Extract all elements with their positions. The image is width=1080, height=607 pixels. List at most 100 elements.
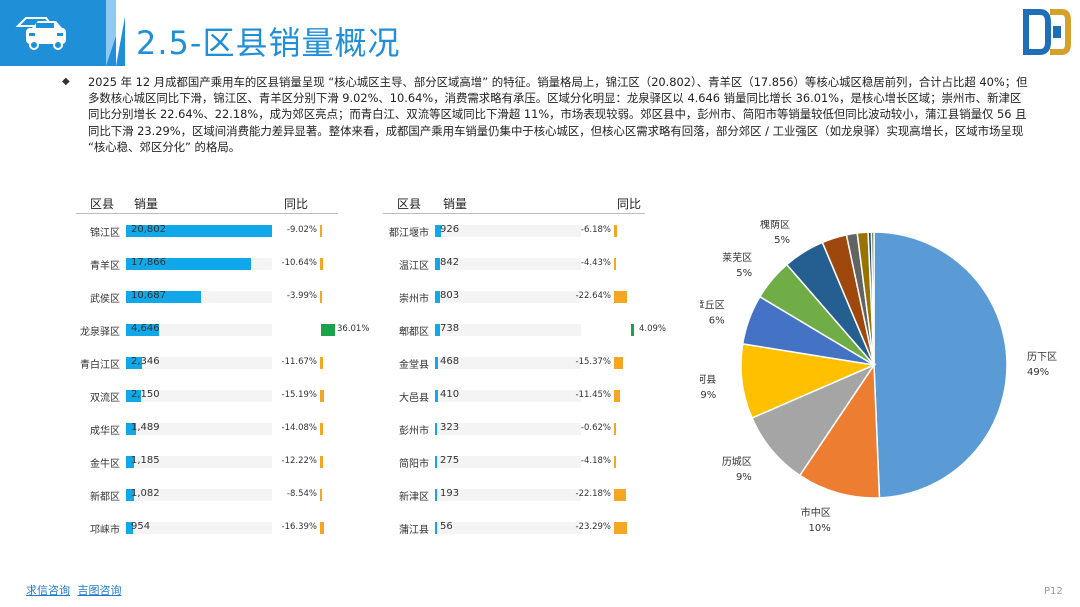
sales-value: 468 (440, 356, 460, 367)
pie-slice-label: 槐荫区 (760, 220, 790, 231)
pie-slice-percent: 5% (774, 235, 790, 246)
district-name: 大邑县 (399, 393, 429, 404)
sales-bar-track (126, 489, 272, 501)
sales-value: 56 (440, 521, 453, 532)
pie-slice-label: 市中区 (801, 506, 831, 519)
pie-slice-label: 历城区 (722, 456, 752, 468)
yoy-bar (320, 225, 323, 237)
sales-value: 193 (440, 488, 460, 499)
district-name: 邛崃市 (90, 525, 120, 536)
sales-bar (435, 291, 441, 303)
car-icon (12, 16, 68, 52)
yoy-bar (320, 423, 324, 435)
yoy-value: -12.22% (281, 456, 317, 466)
sales-bar (126, 456, 135, 468)
table-row: 都江堰市 926 -6.18% (383, 223, 645, 256)
district-name: 锦江区 (90, 228, 120, 239)
sales-bar-track (435, 324, 581, 336)
pie-slice-percent: 49% (1027, 367, 1049, 378)
sales-value: 20,802 (131, 224, 166, 235)
pie-slice-percent: 6% (709, 316, 725, 327)
district-pie-chart: 历下区 49% 市中区 10% 历城区 9% 商河县 9% 章丘区 6% 莱芜区 5% 槐荫区 5% (686, 218, 1060, 550)
pie-slice-label: 商河县 (700, 373, 716, 386)
pie-slice-percent: 9% (736, 472, 752, 483)
table-row: 成华区 1,489 -14.08% (76, 421, 338, 454)
yoy-bar (614, 258, 617, 270)
district-name: 蒲江县 (399, 525, 429, 536)
yoy-value: -14.08% (281, 423, 317, 433)
sales-value: 954 (131, 521, 151, 532)
pie-slice-percent: 5% (736, 268, 752, 279)
table-row: 新都区 1,082 -8.54% (76, 487, 338, 520)
sales-bar-track (435, 456, 581, 468)
sales-value: 275 (440, 455, 460, 466)
pie-slice-label: 历下区 (1027, 351, 1057, 363)
sales-bar (126, 390, 142, 402)
pie-slice (870, 231, 875, 366)
sales-bar (435, 357, 438, 369)
table-row: 崇州市 803 -22.64% (383, 289, 645, 322)
sales-bar (126, 522, 133, 534)
header-sales: 销量 (134, 197, 159, 211)
yoy-value: -4.18% (580, 456, 611, 466)
header-district: 区县 (397, 197, 422, 211)
sales-table-left: 区县 销量 同比 锦江区 20,802 -9.02% 青羊区 17,866 -10.64%… (76, 194, 369, 542)
table-row: 温江区 842 -4.43% (383, 256, 645, 289)
header-district: 区县 (90, 197, 115, 211)
sales-bar (435, 324, 440, 336)
sales-bar (126, 258, 252, 270)
sales-bar (435, 456, 437, 468)
yoy-bar (320, 456, 323, 468)
sales-bar-track (435, 423, 581, 435)
sales-bar-track (435, 489, 581, 501)
yoy-bar (614, 390, 621, 402)
table-row: 新津区 193 -22.18% (383, 487, 645, 520)
yoy-bar (320, 522, 324, 534)
footer-link-jitu[interactable]: 吉图咨询 (77, 584, 122, 597)
yoy-value: -9.02% (286, 225, 317, 235)
page-title: 2.5-区县销量概况 (136, 24, 401, 62)
sales-bar-track (126, 456, 272, 468)
yoy-bar (614, 357, 623, 369)
sales-value: 1,489 (131, 422, 160, 433)
yoy-value: -16.39% (281, 522, 317, 532)
table-row: 彭州市 323 -0.62% (383, 421, 645, 454)
footer-link-qiuxin[interactable]: 求信咨询 (26, 584, 70, 597)
sales-value: 842 (440, 257, 460, 268)
yoy-value: -11.45% (575, 390, 611, 400)
header-yoy: 同比 (284, 197, 309, 211)
sales-bar-track (435, 225, 581, 237)
yoy-value: -22.18% (575, 489, 611, 499)
sales-bar-track (126, 357, 272, 369)
table-row: 简阳市 275 -4.18% (383, 454, 645, 487)
yoy-bar (320, 291, 322, 303)
sales-bar (435, 225, 441, 237)
yoy-bar (614, 291, 627, 303)
district-name: 都江堰市 (389, 228, 429, 239)
table-row: 金牛区 1,185 -12.22% (76, 454, 338, 487)
yoy-value: -15.37% (575, 357, 611, 367)
header-sales: 销量 (443, 197, 468, 211)
district-name: 成华区 (90, 426, 120, 437)
sales-bar (126, 324, 159, 336)
table-row: 大邑县 410 -11.45% (383, 388, 645, 421)
header-divider (383, 213, 645, 214)
sales-value: 2,150 (131, 389, 160, 400)
sales-bar-track (435, 390, 581, 402)
yoy-bar (631, 324, 634, 336)
yoy-bar (614, 225, 618, 237)
sales-table-right: 区县 销量 同比 都江堰市 926 -6.18% 温江区 842 -4.43% 崇州市 803… (383, 194, 666, 542)
sales-bar (435, 390, 438, 402)
bullet-icon: ◆ (62, 76, 70, 87)
yoy-value: 4.09% (639, 324, 667, 334)
pie-slice-label: 章丘区 (700, 299, 725, 312)
yoy-bar (614, 423, 616, 435)
yoy-value: -4.43% (580, 258, 611, 268)
sales-value: 10,687 (131, 290, 166, 301)
yoy-value: -10.64% (281, 258, 317, 268)
sales-bar (126, 357, 143, 369)
district-name: 青白江区 (80, 360, 120, 371)
table-row: 锦江区 20,802 -9.02% (76, 223, 338, 256)
table-row: 蒲江县 56 -23.29% (383, 520, 645, 553)
sales-bar-track (126, 390, 272, 402)
